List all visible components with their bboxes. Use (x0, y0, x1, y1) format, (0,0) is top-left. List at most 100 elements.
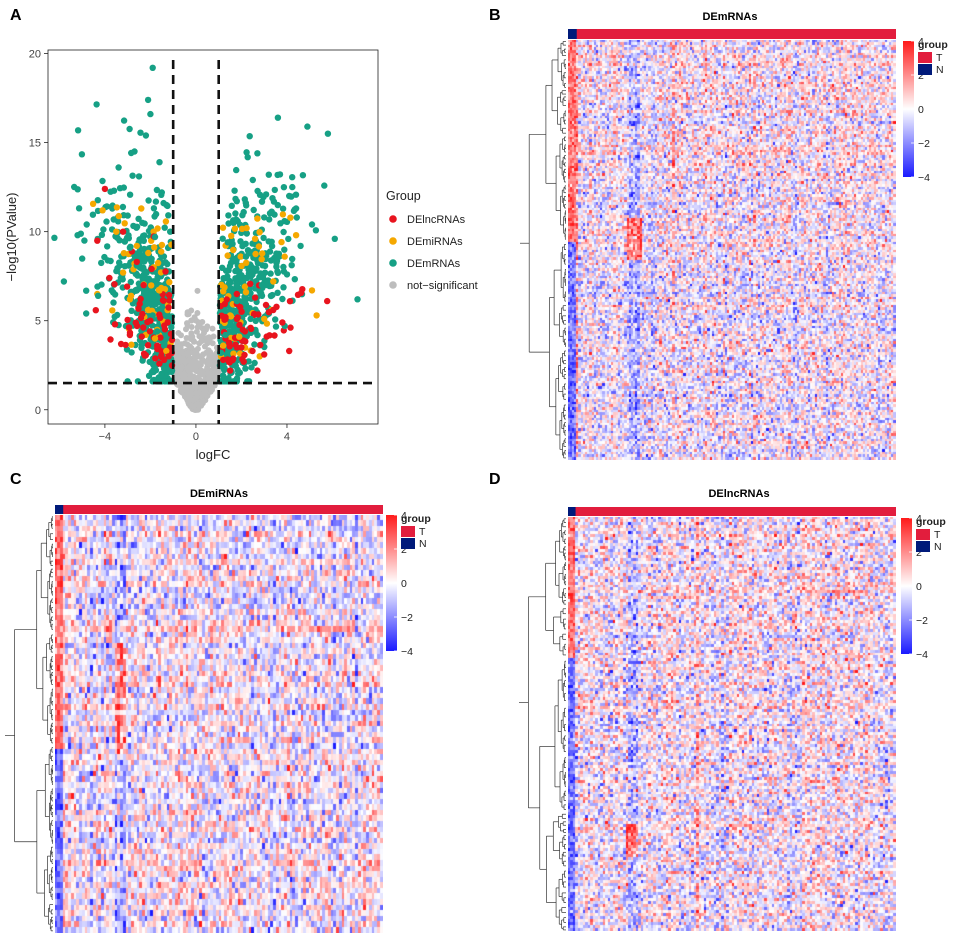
point-demrnas (247, 315, 254, 323)
point-demirnas (281, 253, 288, 260)
point-not-significant (197, 401, 204, 408)
group-legend-label: N (419, 538, 427, 550)
point-demrnas (304, 123, 311, 130)
point-delncrnas (262, 301, 270, 309)
point-delncrnas (233, 344, 241, 351)
point-not-significant (176, 343, 183, 350)
point-delncrnas (287, 324, 294, 331)
point-demrnas (120, 117, 128, 124)
point-demrnas (158, 370, 165, 378)
point-delncrnas (140, 281, 147, 289)
point-not-significant (183, 335, 190, 341)
legend-swatch (389, 281, 397, 289)
point-delncrnas (135, 305, 142, 312)
panel-label-b: B (489, 7, 501, 24)
y-tick-label: 15 (29, 138, 41, 150)
point-demrnas (273, 259, 280, 267)
point-demrnas (271, 186, 278, 194)
point-not-significant (188, 330, 195, 337)
point-demrnas (257, 290, 265, 297)
point-demirnas (230, 350, 237, 357)
point-delncrnas (107, 336, 114, 343)
point-demrnas (150, 366, 157, 373)
point-demrnas (249, 176, 256, 184)
point-demrnas (237, 238, 244, 245)
point-demrnas (128, 307, 135, 314)
point-demirnas (279, 211, 287, 218)
point-delncrnas (238, 344, 245, 351)
point-demrnas (233, 280, 240, 288)
point-demrnas (89, 211, 97, 218)
point-demirnas (115, 212, 123, 220)
point-demrnas (246, 305, 253, 312)
colorbar-tick-label: 2 (918, 70, 924, 82)
point-not-significant (206, 354, 213, 360)
panel-label-c: C (10, 471, 22, 488)
point-demrnas (98, 281, 105, 288)
point-demrnas (312, 227, 320, 234)
point-not-significant (207, 382, 214, 389)
point-demrnas (228, 202, 235, 209)
point-demirnas (151, 335, 159, 342)
point-not-significant (184, 322, 191, 329)
point-demrnas (60, 278, 68, 285)
point-not-significant (188, 345, 195, 352)
point-not-significant (186, 395, 193, 402)
point-not-significant (209, 340, 216, 347)
point-demrnas (232, 307, 239, 315)
point-demirnas (162, 218, 170, 225)
point-demrnas (140, 264, 147, 271)
heatmap-cells (55, 515, 383, 933)
point-not-significant (192, 357, 198, 364)
point-not-significant (190, 403, 197, 410)
point-demrnas (283, 271, 291, 278)
colorbar-tick-label: −4 (401, 646, 413, 658)
point-demirnas (237, 253, 244, 260)
point-demrnas (250, 265, 257, 272)
point-not-significant (181, 357, 188, 364)
group-legend-swatch (918, 64, 932, 75)
point-not-significant (176, 348, 183, 354)
point-delncrnas (247, 280, 254, 287)
heatmap-cells (568, 517, 896, 931)
point-demrnas (74, 232, 81, 239)
point-demrnas (240, 208, 247, 216)
point-demrnas (276, 253, 283, 260)
point-demrnas (103, 203, 111, 210)
point-not-significant (192, 390, 199, 396)
point-not-significant (185, 357, 192, 364)
point-delncrnas (286, 298, 294, 305)
point-delncrnas (160, 297, 167, 304)
point-delncrnas (141, 352, 149, 359)
point-delncrnas (147, 317, 154, 324)
point-delncrnas (152, 355, 159, 362)
point-demrnas (160, 253, 168, 260)
point-delncrnas (221, 300, 228, 308)
point-demrnas (242, 199, 249, 207)
point-not-significant (178, 363, 185, 370)
point-demirnas (228, 232, 235, 240)
point-demrnas (288, 262, 295, 269)
point-demrnas (242, 365, 249, 372)
point-delncrnas (251, 294, 259, 301)
point-delncrnas (165, 304, 172, 311)
heatmap-cells (568, 40, 896, 460)
point-demirnas (313, 312, 320, 319)
point-not-significant (212, 354, 219, 361)
colorbar-tick-label: −2 (401, 612, 413, 624)
heatmap-title: DEmiRNAs (190, 488, 248, 500)
point-not-significant (184, 341, 191, 348)
row-dendrogram (519, 518, 566, 931)
point-demirnas (128, 341, 135, 348)
volcano-legend: Group DElncRNAs DEmiRNAs DEmRNAs not−signif… (386, 189, 478, 292)
point-demrnas (140, 232, 147, 240)
point-demrnas (219, 264, 226, 271)
point-demirnas (256, 229, 263, 236)
point-not-significant (182, 383, 189, 390)
point-demrnas (114, 265, 121, 272)
point-demrnas (116, 185, 124, 192)
point-delncrnas (257, 341, 264, 349)
point-demrnas (154, 328, 161, 335)
point-demrnas (232, 210, 239, 217)
